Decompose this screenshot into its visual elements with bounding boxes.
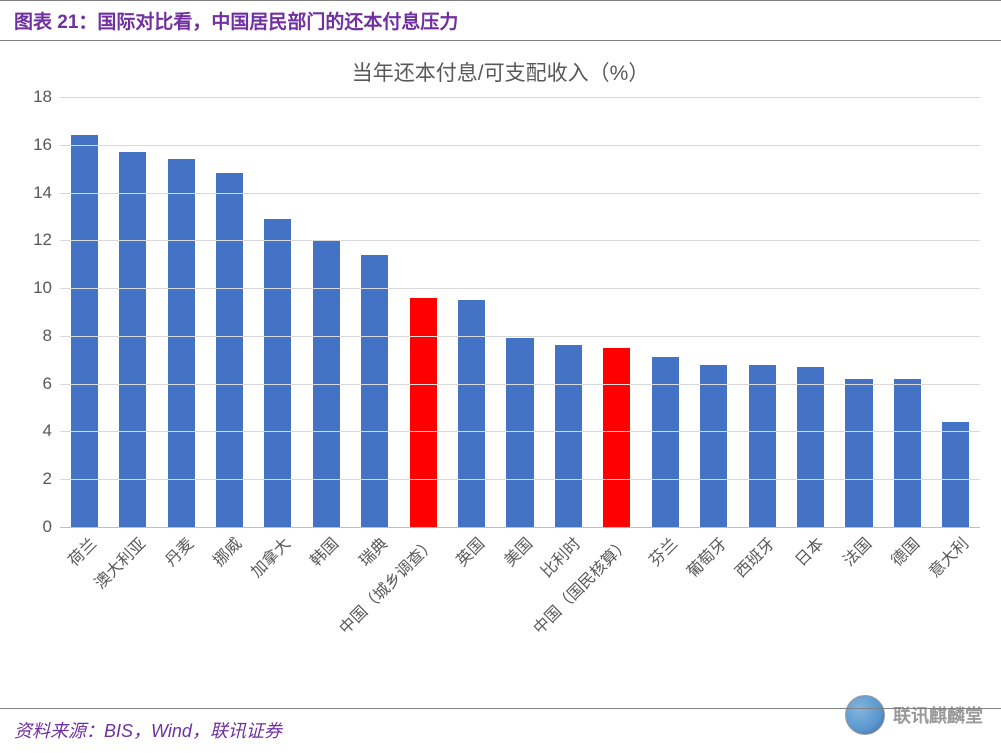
bar-slot bbox=[157, 97, 205, 527]
bar bbox=[749, 365, 776, 527]
x-tick-label: 英国 bbox=[449, 531, 489, 571]
figure-container: 图表 21：国际对比看，中国居民部门的还本付息压力 当年还本付息/可支配收入（%… bbox=[0, 0, 1001, 753]
y-tick-label: 18 bbox=[12, 87, 52, 107]
bar bbox=[216, 173, 243, 527]
x-tick-label: 意大利 bbox=[922, 531, 973, 582]
bar-slot bbox=[205, 97, 253, 527]
bar-slot bbox=[835, 97, 883, 527]
x-tick-label: 加拿大 bbox=[244, 531, 295, 582]
bar-slot bbox=[351, 97, 399, 527]
chart-title: 当年还本付息/可支配收入（%） bbox=[0, 57, 1001, 87]
bar bbox=[555, 345, 582, 527]
bar bbox=[603, 348, 630, 527]
bar-slot bbox=[447, 97, 495, 527]
x-tick-label: 美国 bbox=[497, 531, 537, 571]
gridline bbox=[60, 384, 980, 385]
bar-slot bbox=[399, 97, 447, 527]
bar bbox=[168, 159, 195, 527]
y-tick-label: 12 bbox=[12, 230, 52, 250]
x-tick-label: 荷兰 bbox=[62, 531, 102, 571]
bar-slot bbox=[593, 97, 641, 527]
figure-footer: 资料来源：BIS，Wind，联讯证券 bbox=[0, 708, 1001, 747]
figure-title: 图表 21：国际对比看，中国居民部门的还本付息压力 bbox=[14, 7, 991, 34]
gridline bbox=[60, 479, 980, 480]
bar bbox=[845, 379, 872, 527]
bar-slot bbox=[496, 97, 544, 527]
bar bbox=[264, 219, 291, 527]
x-tick-label: 西班牙 bbox=[728, 531, 779, 582]
bar bbox=[458, 300, 485, 527]
bar bbox=[700, 365, 727, 527]
gridline bbox=[60, 193, 980, 194]
bar bbox=[506, 338, 533, 527]
y-tick-label: 10 bbox=[12, 278, 52, 298]
bar bbox=[410, 298, 437, 527]
bar-slot bbox=[544, 97, 592, 527]
bar bbox=[894, 379, 921, 527]
gridline bbox=[60, 288, 980, 289]
x-tick-label: 德国 bbox=[885, 531, 925, 571]
x-tick-label: 日本 bbox=[788, 531, 828, 571]
y-tick-label: 2 bbox=[12, 469, 52, 489]
x-tick-label: 挪威 bbox=[207, 531, 247, 571]
bar-slot bbox=[60, 97, 108, 527]
bar-slot bbox=[641, 97, 689, 527]
bar-slot bbox=[302, 97, 350, 527]
y-tick-label: 6 bbox=[12, 374, 52, 394]
gridline bbox=[60, 240, 980, 241]
bar-slot bbox=[786, 97, 834, 527]
bar bbox=[361, 255, 388, 527]
gridline bbox=[60, 97, 980, 98]
x-tick-label: 韩国 bbox=[304, 531, 344, 571]
bar bbox=[119, 152, 146, 527]
source-text: 资料来源：BIS，Wind，联讯证券 bbox=[14, 717, 987, 743]
figure-header: 图表 21：国际对比看，中国居民部门的还本付息压力 bbox=[0, 0, 1001, 41]
gridline bbox=[60, 527, 980, 528]
bar-slot bbox=[254, 97, 302, 527]
bar-slot bbox=[738, 97, 786, 527]
y-tick-label: 0 bbox=[12, 517, 52, 537]
plot-region: 024681012141618 bbox=[60, 97, 980, 527]
bars-group bbox=[60, 97, 980, 527]
bar-slot bbox=[689, 97, 737, 527]
bar bbox=[71, 135, 98, 527]
x-tick-label: 法国 bbox=[836, 531, 876, 571]
x-tick-label: 丹麦 bbox=[158, 531, 198, 571]
gridline bbox=[60, 145, 980, 146]
x-tick-label: 瑞典 bbox=[352, 531, 392, 571]
chart-area: 当年还本付息/可支配收入（%） 024681012141618 荷兰澳大利亚丹麦… bbox=[0, 41, 1001, 671]
x-tick-label: 葡萄牙 bbox=[680, 531, 731, 582]
x-tick-label: 澳大利亚 bbox=[87, 531, 149, 593]
bar-slot bbox=[932, 97, 980, 527]
bar bbox=[942, 422, 969, 527]
y-tick-label: 14 bbox=[12, 183, 52, 203]
bar-slot bbox=[108, 97, 156, 527]
y-tick-label: 8 bbox=[12, 326, 52, 346]
gridline bbox=[60, 336, 980, 337]
y-tick-label: 16 bbox=[12, 135, 52, 155]
gridline bbox=[60, 431, 980, 432]
x-tick-label: 芬兰 bbox=[643, 531, 683, 571]
bar-slot bbox=[883, 97, 931, 527]
y-tick-label: 4 bbox=[12, 421, 52, 441]
bar bbox=[797, 367, 824, 527]
